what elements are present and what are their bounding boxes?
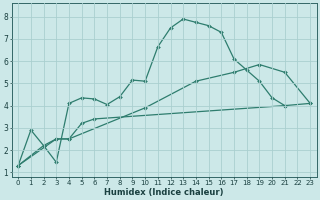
X-axis label: Humidex (Indice chaleur): Humidex (Indice chaleur) <box>104 188 224 197</box>
